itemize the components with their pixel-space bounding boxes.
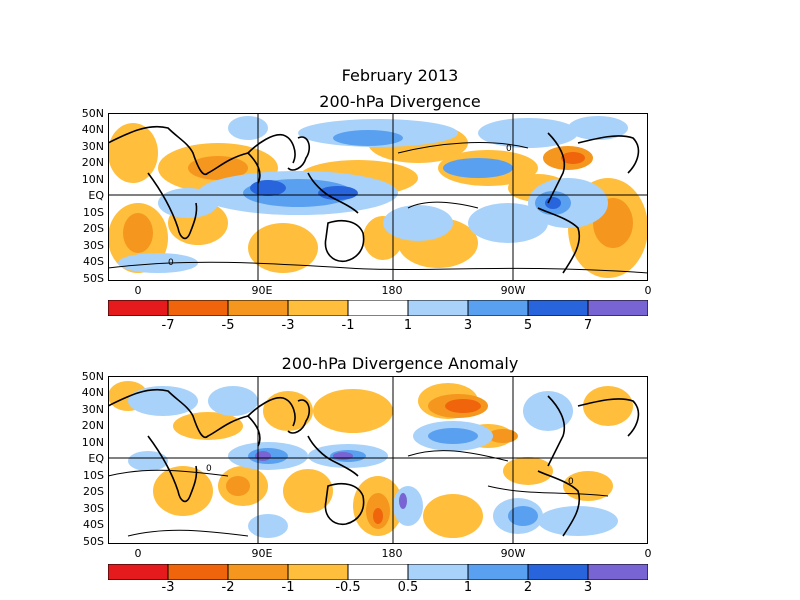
- lat-label: 40S: [83, 518, 104, 531]
- divergence-anomaly-map-panel: 0 0: [107, 376, 648, 544]
- lon-label: 0: [644, 284, 652, 297]
- zero-contours: [107, 142, 649, 274]
- lon-label: 90E: [251, 284, 273, 297]
- lat-label: 30N: [81, 140, 104, 153]
- contour-label: 0: [168, 258, 174, 268]
- divergence-map: 0 0: [107, 113, 649, 281]
- contour-label: 0: [206, 464, 212, 474]
- lat-label: EQ: [88, 189, 104, 202]
- bottom-colorbar: [108, 564, 648, 580]
- colorbar-label: 5: [523, 318, 533, 333]
- lon-label: 90E: [251, 547, 273, 560]
- colorbar-swatch: [527, 564, 589, 580]
- colorbar-swatch: [407, 300, 469, 316]
- colorbar-swatch: [287, 300, 349, 316]
- lon-label: 0: [134, 284, 142, 297]
- contour-label: 0: [568, 477, 574, 487]
- colorbar-label: -3: [161, 580, 175, 595]
- colorbar-swatch: [407, 564, 469, 580]
- colorbar-label: -1: [341, 318, 355, 333]
- lat-label: 20S: [83, 222, 104, 235]
- lat-label: 50S: [83, 535, 104, 548]
- colorbar-label: 3: [463, 318, 473, 333]
- colorbar-swatch: [527, 300, 589, 316]
- lat-label: 30N: [81, 403, 104, 416]
- graticule: [108, 113, 648, 281]
- colorbar-label: -3: [281, 318, 295, 333]
- lat-label: 10S: [83, 469, 104, 482]
- lat-label: 10S: [83, 206, 104, 219]
- lon-label: 90W: [500, 547, 526, 560]
- colorbar-label: 3: [583, 580, 593, 595]
- lat-label: 10N: [81, 436, 104, 449]
- divergence-map-panel: 0 0: [107, 113, 649, 281]
- top-colorbar: [108, 300, 648, 316]
- bottom-panel-title: 200-hPa Divergence Anomaly: [281, 354, 519, 373]
- lat-label: 30S: [83, 502, 104, 515]
- colorbar-label: 2: [523, 580, 533, 595]
- lat-label: 40N: [81, 123, 104, 136]
- colorbar-label: -5: [221, 318, 235, 333]
- colorbar-swatch: [347, 300, 409, 316]
- colorbar-swatch: [587, 300, 648, 316]
- lat-label: 40S: [83, 255, 104, 268]
- colorbar-swatch: [347, 564, 409, 580]
- colorbar-label: 0.5: [397, 580, 419, 595]
- negative-anomaly-shading: [108, 381, 633, 538]
- colorbar-swatch: [467, 300, 529, 316]
- colorbar-swatch: [227, 564, 289, 580]
- lat-label: 20S: [83, 485, 104, 498]
- figure-date: February 2013: [341, 66, 459, 85]
- colorbar-swatch: [227, 300, 289, 316]
- lat-label: 20N: [81, 419, 104, 432]
- colorbar-label: -0.5: [335, 580, 361, 595]
- top-panel-title: 200-hPa Divergence: [319, 92, 481, 111]
- colorbar-swatch: [587, 564, 648, 580]
- zero-contours: [107, 450, 609, 537]
- colorbar-swatch: [287, 564, 349, 580]
- colorbar-label: 7: [583, 318, 593, 333]
- colorbar-swatch: [467, 564, 529, 580]
- lat-label: 50S: [83, 272, 104, 285]
- colorbar-label: -7: [161, 318, 175, 333]
- colorbar-swatch: [108, 300, 169, 316]
- lat-label: 50N: [81, 107, 104, 120]
- lon-label: 180: [381, 284, 403, 297]
- lon-label: 0: [644, 547, 652, 560]
- colorbar-label: -1: [281, 580, 295, 595]
- lon-label: 0: [134, 547, 142, 560]
- colorbar-swatch: [167, 564, 229, 580]
- colorbar-label: -2: [221, 580, 235, 595]
- lat-label: EQ: [88, 452, 104, 465]
- lon-label: 180: [381, 547, 403, 560]
- divergence-anomaly-map: 0 0: [107, 376, 648, 544]
- contour-label: 0: [506, 144, 512, 154]
- coastlines: [107, 125, 640, 274]
- lat-label: 50N: [81, 370, 104, 383]
- colorbar-swatch: [167, 300, 229, 316]
- lat-label: 20N: [81, 156, 104, 169]
- lat-label: 40N: [81, 386, 104, 399]
- colorbar-swatch: [108, 564, 169, 580]
- lat-label: 30S: [83, 239, 104, 252]
- colorbar-label: 1: [403, 318, 413, 333]
- colorbar-label: 1: [463, 580, 473, 595]
- lat-label: 10N: [81, 173, 104, 186]
- lon-label: 90W: [500, 284, 526, 297]
